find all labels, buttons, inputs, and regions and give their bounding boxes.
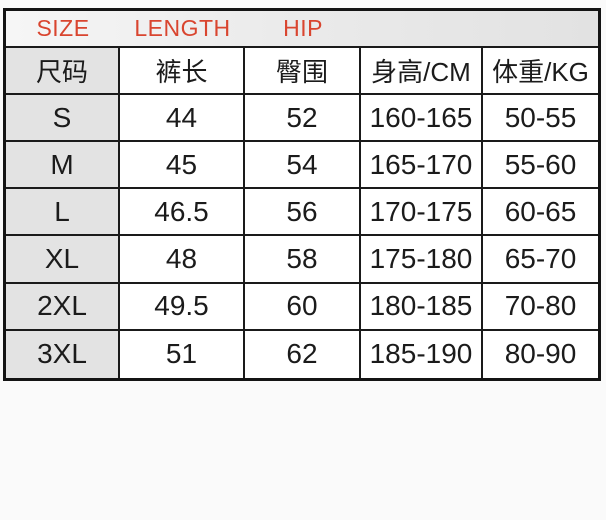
table-cell: 170-175 (361, 189, 483, 237)
header-cell-hip: 臀围 (245, 48, 361, 95)
header-cell-height-cm: 身高/CM (361, 48, 483, 95)
table-cell: 60-65 (483, 189, 598, 237)
table-cell: 58 (245, 236, 361, 284)
table-row-xl: XL 48 58 175-180 65-70 (6, 236, 598, 284)
table-cell: M (6, 142, 120, 190)
header-cell-pants-length: 裤长 (120, 48, 245, 95)
table-cell: 51 (120, 330, 245, 378)
header-cell-weight-kg: 体重/KG (483, 48, 598, 95)
table-cell: 70-80 (483, 283, 598, 331)
table-cell: 185-190 (361, 330, 483, 378)
table-row-m: M 45 54 165-170 55-60 (6, 142, 598, 190)
table-cell: L (6, 189, 120, 237)
table-cell: 45 (120, 142, 245, 190)
table-cell: 49.5 (120, 283, 245, 331)
table-cell: 175-180 (361, 236, 483, 284)
table-cell: 55-60 (483, 142, 598, 190)
table-cell: 62 (245, 330, 361, 378)
table-cell: 52 (245, 95, 361, 143)
table-cell: 56 (245, 189, 361, 237)
table-cell: S (6, 95, 120, 143)
table-cell: 50-55 (483, 95, 598, 143)
table-row-2xl: 2XL 49.5 60 180-185 70-80 (6, 283, 598, 331)
table-row-l: L 46.5 56 170-175 60-65 (6, 189, 598, 237)
banner-cell-empty (361, 11, 483, 46)
banner-label-hip: HIP (283, 15, 323, 41)
banner-cell-empty (483, 11, 598, 46)
table-cell: 44 (120, 95, 245, 143)
table-cell: 2XL (6, 283, 120, 331)
table-cell: 46.5 (120, 189, 245, 237)
size-chart-table: SIZE LENGTH HIP 尺码 裤长 臀围 身高/CM 体重/KG S 4… (3, 8, 601, 381)
table-cell: 60 (245, 283, 361, 331)
table-cell: 165-170 (361, 142, 483, 190)
table-cell: 160-165 (361, 95, 483, 143)
banner-label-length: LENGTH (134, 15, 231, 41)
banner-row: SIZE LENGTH HIP (6, 11, 598, 48)
table-cell: 65-70 (483, 236, 598, 284)
table-cell: 80-90 (483, 330, 598, 378)
banner-label-size: SIZE (36, 15, 90, 41)
header-cell-size: 尺码 (6, 48, 120, 95)
table-cell: 180-185 (361, 283, 483, 331)
table-cell: 54 (245, 142, 361, 190)
table-row-s: S 44 52 160-165 50-55 (6, 95, 598, 143)
table-cell: 48 (120, 236, 245, 284)
table-cell: 3XL (6, 330, 120, 378)
table-header-row: 尺码 裤长 臀围 身高/CM 体重/KG (6, 48, 598, 95)
table-row-3xl: 3XL 51 62 185-190 80-90 (6, 330, 598, 378)
table-cell: XL (6, 236, 120, 284)
